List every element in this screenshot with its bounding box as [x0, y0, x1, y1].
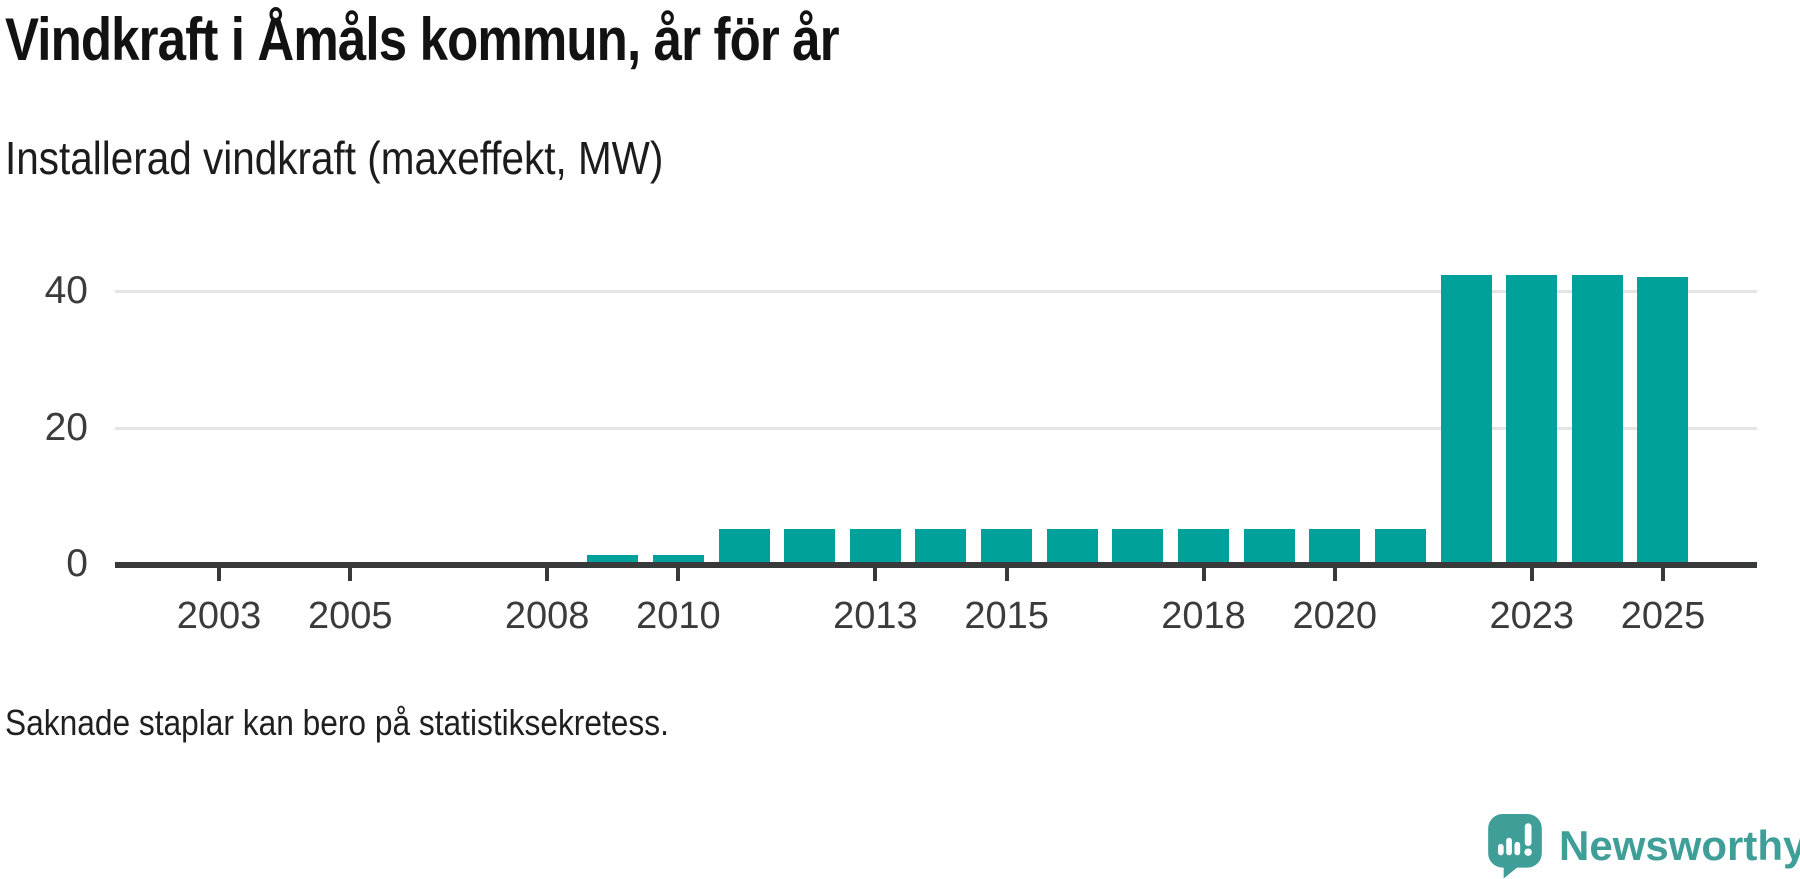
newsworthy-logo: Newsworthy: [1488, 814, 1800, 879]
bar-2023: [1506, 274, 1558, 564]
bar-2022: [1440, 274, 1492, 564]
bar-2018: [1178, 529, 1230, 564]
x-axis-label-2013: 2013: [833, 595, 918, 637]
bar-2017: [1112, 529, 1164, 564]
chart-title: Vindkraft i Åmåls kommun, år för år: [5, 6, 840, 73]
y-axis-label-40: 40: [44, 269, 88, 313]
gridline-40: [115, 290, 1757, 294]
x-tick-2003: [217, 568, 221, 581]
logo-exclamation-stem: [1524, 823, 1532, 846]
x-axis-label-2023: 2023: [1489, 595, 1574, 637]
bar-2009: [587, 555, 639, 564]
bar-2019: [1243, 529, 1295, 564]
logo-bar-1: [1497, 843, 1504, 856]
x-axis-label-2025: 2025: [1620, 595, 1706, 637]
x-axis-line: [115, 562, 1757, 568]
newsworthy-wordmark: Newsworthy: [1559, 822, 1800, 869]
bar-2015: [981, 529, 1033, 564]
x-tick-2013: [873, 568, 878, 581]
x-tick-2023: [1529, 568, 1534, 581]
x-tick-2008: [545, 568, 550, 581]
x-tick-2005: [348, 568, 353, 581]
x-axis-label-2018: 2018: [1161, 595, 1246, 637]
bar-2024: [1571, 274, 1623, 564]
x-tick-2015: [1004, 568, 1009, 581]
gridline-20: [115, 426, 1757, 430]
x-tick-2018: [1201, 568, 1206, 581]
x-axis-label-2005: 2005: [307, 595, 393, 637]
logo-bar-3: [1514, 841, 1521, 856]
logo-bar-2: [1506, 837, 1512, 856]
chart-subtitle: Installerad vindkraft (maxeffekt, MW): [5, 132, 664, 184]
bar-2013: [849, 529, 901, 564]
x-axis-label-2015: 2015: [964, 595, 1049, 637]
y-axis-label-20: 20: [44, 405, 88, 449]
bar-2010: [652, 555, 704, 564]
x-axis-label-2010: 2010: [636, 595, 721, 637]
x-axis-label-2003: 2003: [176, 595, 262, 637]
x-tick-2010: [676, 568, 681, 581]
bar-2020: [1309, 529, 1361, 564]
footnote: Saknade staplar kan bero på statistiksek…: [5, 702, 669, 743]
x-tick-2020: [1332, 568, 1337, 581]
bar-2016: [1046, 529, 1098, 564]
x-tick-2025: [1660, 568, 1665, 581]
bar-2014: [915, 529, 967, 564]
y-axis-label-0: 0: [66, 542, 88, 585]
bar-2025: [1637, 276, 1689, 564]
bar-2012: [784, 529, 836, 564]
bar-2011: [718, 529, 770, 564]
newsworthy-logo-icon: [1488, 814, 1542, 879]
x-axis-label-2008: 2008: [504, 595, 590, 637]
bar-2021: [1374, 529, 1426, 564]
x-axis-label-2020: 2020: [1292, 595, 1378, 637]
logo-exclamation-dot: [1524, 848, 1532, 856]
